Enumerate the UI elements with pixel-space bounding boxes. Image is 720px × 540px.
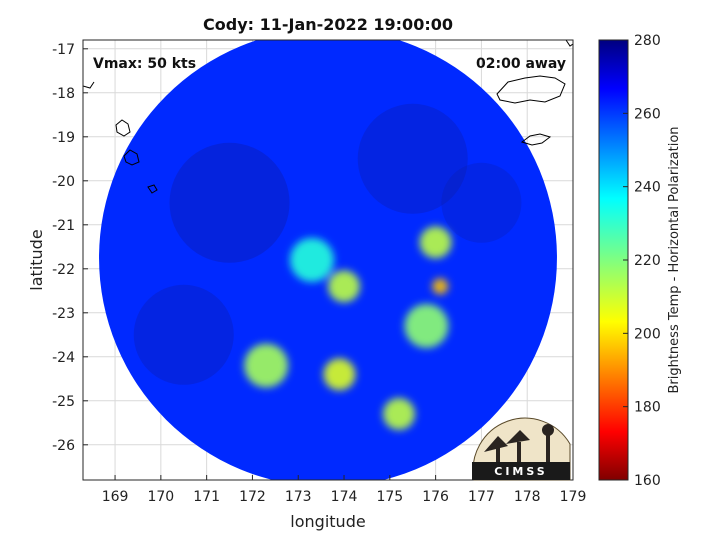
x-axis-ticks: 169 170 171 172 173 174 175 176 177 178 179 [102, 475, 587, 505]
colorbar-tick-label: 180 [634, 400, 661, 416]
y-tick-label: -19 [52, 130, 75, 146]
feature-outer-band-center [323, 358, 356, 391]
convection-features [244, 226, 452, 430]
x-tick-label: 179 [560, 489, 587, 505]
plot-area: 169 170 171 172 173 174 175 176 177 178 179 -17 -18… [52, 39, 587, 505]
x-tick-label: 175 [376, 489, 403, 505]
y-axis-ticks: -17 -18 -19 -20 -21 -22 -23 -24 -25 -26 [52, 42, 88, 454]
x-tick-label: 178 [514, 489, 541, 505]
feature-eastern-cold-cloud [432, 278, 449, 295]
colorbar-tick-label: 240 [634, 180, 661, 196]
y-tick-label: -17 [52, 42, 75, 58]
y-tick-label: -22 [52, 262, 75, 278]
coastline-ne-corner [565, 40, 573, 47]
coastline-islet-a [115, 119, 131, 137]
cimss-logo: CIMSS [472, 417, 571, 481]
y-axis-label: latitude [27, 229, 46, 290]
colorbar-tick-label: 200 [634, 326, 661, 342]
coastline-islet-b [123, 149, 140, 166]
cimss-logo-dishes [484, 424, 554, 462]
cimss-logo-banner [472, 462, 570, 480]
feature-outer-band-west [244, 343, 289, 388]
x-tick-label: 169 [102, 489, 129, 505]
time-annotation: 02:00 away [476, 56, 566, 72]
y-tick-label: -25 [52, 394, 75, 410]
chart-title: Cody: 11-Jan-2022 19:00:00 [203, 15, 453, 34]
cloud-free-region [133, 284, 234, 385]
colorbar-label: Brightness Temp - Horizontal Polarizatio… [667, 126, 682, 393]
swath-texture [133, 103, 522, 385]
x-tick-label: 173 [285, 489, 312, 505]
y-tick-label: -24 [52, 350, 75, 366]
coastline-ne-island [496, 75, 566, 104]
coastline-nw [83, 81, 95, 89]
coastline-islet-c [147, 184, 158, 194]
x-tick-label: 176 [422, 489, 449, 505]
cloud-free-region [441, 162, 522, 243]
colorbar-tick-label: 260 [634, 106, 661, 122]
x-tick-label: 172 [239, 489, 266, 505]
y-tick-label: -18 [52, 86, 75, 102]
y-tick-label: -26 [52, 438, 75, 454]
colorbar-tick-label: 220 [634, 253, 661, 269]
feature-core-cold-spot [328, 270, 361, 303]
x-axis-label: longitude [290, 512, 365, 531]
vmax-annotation: Vmax: 50 kts [93, 56, 196, 72]
colorbar-tick-label: 160 [634, 473, 661, 489]
y-tick-label: -20 [52, 174, 75, 190]
cloud-free-region [357, 103, 468, 214]
x-tick-label: 174 [331, 489, 358, 505]
x-tick-label: 171 [193, 489, 220, 505]
x-tick-label: 177 [468, 489, 495, 505]
y-tick-label: -23 [52, 306, 75, 322]
feature-southern-band [382, 398, 415, 430]
feature-northeast-convection [419, 226, 452, 259]
coastlines [83, 40, 573, 194]
x-tick-label: 170 [147, 489, 174, 505]
y-tick-label: -21 [52, 218, 75, 234]
feature-inner-spiral-band [289, 238, 334, 282]
feature-eastern-band [404, 304, 449, 348]
coastline-small-island [520, 133, 552, 146]
colorbar-ticks: 160 180 200 220 240 260 280 [623, 33, 661, 489]
cloud-free-region [169, 142, 290, 263]
colorbar: 160 180 200 220 240 260 280 Brightness Temp - … [598, 33, 682, 489]
cimss-logo-text: CIMSS [494, 465, 547, 478]
colorbar-tick-label: 280 [634, 33, 661, 49]
